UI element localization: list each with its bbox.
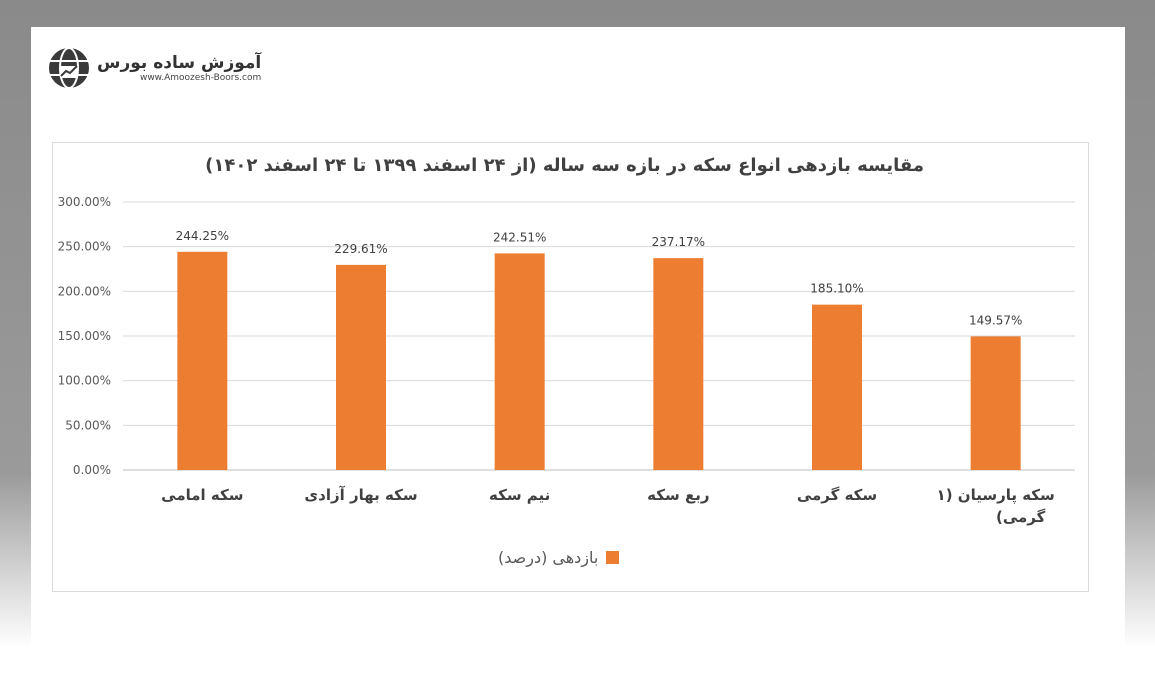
bar <box>653 258 704 470</box>
x-tick-label: سکه امامی <box>161 486 243 504</box>
x-tick-label: نیم سکه <box>489 486 550 504</box>
x-tick-label: سکه گرمی <box>797 486 877 504</box>
legend: بازدهی (درصد) <box>498 548 620 567</box>
data-label: 149.57% <box>969 313 1022 327</box>
plot-area: 0.00% 50.00% 100.00% 150.00% 200.00% 250.00% 3… <box>58 195 1075 526</box>
y-tick-label: 250.00% <box>58 240 111 254</box>
x-tick-label: سکه پارسیان (۱ <box>937 486 1055 505</box>
x-tick-label: سکه بهار آزادی <box>304 486 417 504</box>
y-tick-label: 50.00% <box>65 418 111 432</box>
y-tick-label: 0.00% <box>73 463 111 477</box>
logo-url: www.Amoozesh-Boors.com <box>139 73 262 83</box>
chart-title: مقایسه بازدهی انواع سکه در بازه سه ساله … <box>205 155 924 176</box>
x-tick-label: گرمی) <box>996 508 1046 526</box>
bar <box>336 264 386 470</box>
data-label: 237.17% <box>652 235 705 249</box>
logo-name: آموزش ساده بورس <box>97 53 262 73</box>
y-tick-label: 150.00% <box>58 329 111 343</box>
chart: مقایسه بازدهی انواع سکه در بازه سه ساله … <box>52 142 1089 592</box>
bar <box>177 251 228 470</box>
data-label: 229.61% <box>334 242 387 256</box>
bar <box>812 304 862 470</box>
globe-chart-icon <box>49 47 89 89</box>
legend-label: بازدهی (درصد) <box>498 548 599 567</box>
logo: آموزش ساده بورس www.Amoozesh-Boors.com <box>47 46 261 90</box>
legend-swatch <box>606 551 620 564</box>
y-tick-label: 200.00% <box>58 284 111 298</box>
x-tick-label: ربع سکه <box>647 486 709 504</box>
y-tick-label: 100.00% <box>58 374 111 388</box>
bar <box>970 336 1021 470</box>
bar <box>494 253 545 470</box>
data-label: 244.25% <box>176 229 229 243</box>
data-label: 242.51% <box>493 230 546 244</box>
data-label: 185.10% <box>810 282 863 296</box>
y-tick-label: 300.00% <box>58 195 111 209</box>
